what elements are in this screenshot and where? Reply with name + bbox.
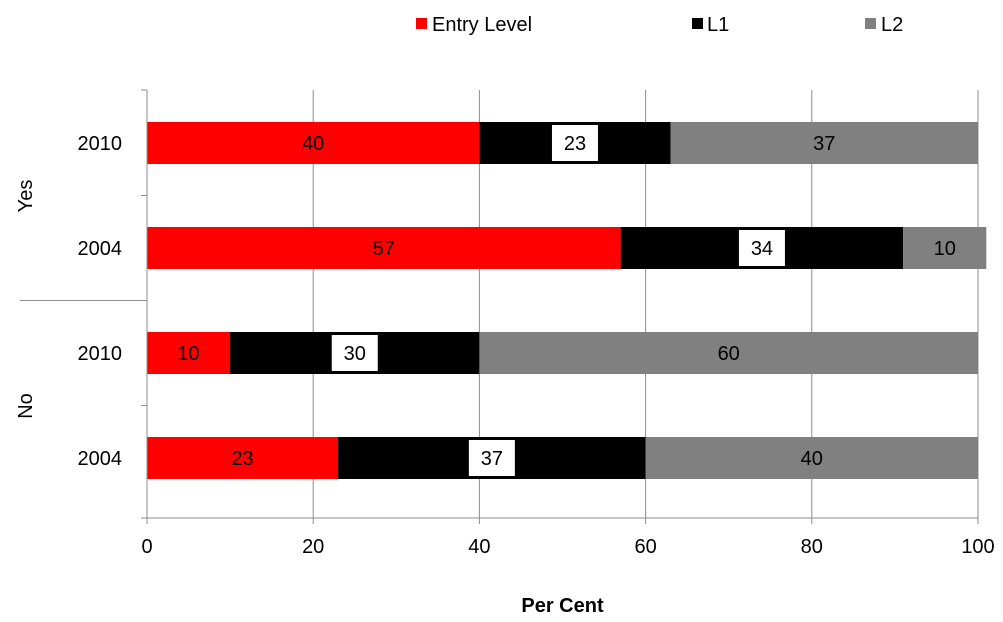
category-labels: 2010 2004 2010 2004 — [78, 133, 123, 470]
x-tick-label-0: 0 — [141, 536, 152, 558]
x-tick-label-20: 20 — [302, 536, 324, 558]
group-label-no: No — [15, 393, 37, 419]
data-label-yes-2010-l1: 23 — [564, 133, 586, 155]
legend-swatch-entry-level — [416, 18, 427, 29]
x-axis-title: Per Cent — [521, 595, 604, 617]
data-label-no-2010-entry-level: 10 — [177, 343, 199, 365]
category-label-no-2004: 2004 — [78, 448, 123, 470]
data-labels: 40 23 37 57 34 10 10 30 60 23 37 40 — [177, 125, 955, 476]
category-label-yes-2010: 2010 — [78, 133, 123, 155]
data-label-no-2004-l2: 40 — [801, 448, 823, 470]
bars — [147, 122, 986, 479]
data-label-no-2010-l2: 60 — [718, 343, 740, 365]
x-tick-labels: 0 20 40 60 80 100 — [141, 536, 994, 558]
x-tick-label-40: 40 — [468, 536, 490, 558]
x-tick-label-60: 60 — [634, 536, 656, 558]
category-label-no-2010: 2010 — [78, 343, 123, 365]
data-label-yes-2004-l1: 34 — [751, 238, 773, 260]
group-label-yes: Yes — [15, 180, 37, 213]
legend-label-l2: L2 — [881, 14, 903, 36]
legend-label-entry-level: Entry Level — [432, 14, 532, 36]
x-tick-label-100: 100 — [961, 536, 994, 558]
data-label-no-2004-l1: 37 — [481, 448, 503, 470]
group-labels: Yes No — [15, 180, 37, 419]
legend-swatch-l2 — [865, 18, 876, 29]
x-tick-label-80: 80 — [801, 536, 823, 558]
legend-label-l1: L1 — [707, 14, 729, 36]
legend: Entry Level L1 L2 — [416, 14, 903, 36]
legend-swatch-l1 — [692, 18, 703, 29]
data-label-yes-2004-l2: 10 — [934, 238, 956, 260]
data-label-no-2004-entry-level: 23 — [231, 448, 253, 470]
data-label-yes-2010-l2: 37 — [813, 133, 835, 155]
data-label-yes-2010-entry-level: 40 — [302, 133, 324, 155]
data-label-no-2010-l1: 30 — [344, 343, 366, 365]
category-label-yes-2004: 2004 — [78, 238, 123, 260]
data-label-yes-2004-entry-level: 57 — [373, 238, 395, 260]
